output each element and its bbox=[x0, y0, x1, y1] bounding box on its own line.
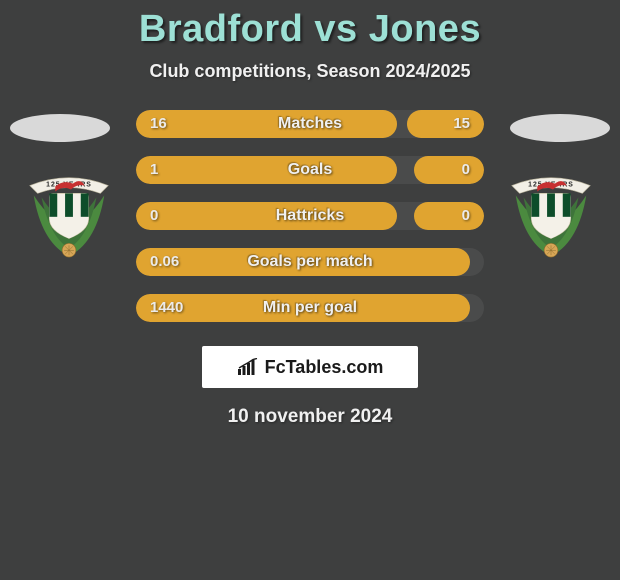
stat-row: Goals per match0.06 bbox=[136, 248, 484, 276]
stat-value-right: 15 bbox=[453, 110, 470, 138]
stat-value-left: 1 bbox=[150, 156, 158, 184]
stat-value-left: 0 bbox=[150, 202, 158, 230]
stat-value-right: 0 bbox=[462, 202, 470, 230]
stat-value-left: 1440 bbox=[150, 294, 183, 322]
comparison-section: 125 YEARS 125 YEARS Mat bbox=[0, 110, 620, 428]
stat-bars: Matches1615Goals10Hattricks00Goals per m… bbox=[136, 110, 484, 322]
stat-label: Hattricks bbox=[136, 202, 484, 230]
player-photo-placeholder-right bbox=[510, 114, 610, 142]
attribution-text: FcTables.com bbox=[265, 357, 384, 378]
subtitle: Club competitions, Season 2024/2025 bbox=[0, 61, 620, 82]
stat-value-left: 0.06 bbox=[150, 248, 179, 276]
page-title: Bradford vs Jones bbox=[0, 0, 620, 51]
player-photo-placeholder-left bbox=[10, 114, 110, 142]
stat-label: Matches bbox=[136, 110, 484, 138]
club-crest-right: 125 YEARS bbox=[502, 164, 600, 262]
stat-row: Min per goal1440 bbox=[136, 294, 484, 322]
stat-row: Matches16 15 bbox=[136, 110, 484, 138]
attribution-badge[interactable]: FcTables.com bbox=[202, 346, 418, 388]
club-crest-left: 125 YEARS bbox=[20, 164, 118, 262]
stat-label: Min per goal bbox=[136, 294, 484, 322]
stat-value-right: 0 bbox=[462, 156, 470, 184]
stat-value-left: 16 bbox=[150, 110, 167, 138]
stat-row: Goals1 0 bbox=[136, 156, 484, 184]
stat-label: Goals bbox=[136, 156, 484, 184]
stat-row: Hattricks0 0 bbox=[136, 202, 484, 230]
bar-chart-icon bbox=[237, 358, 259, 376]
stat-label: Goals per match bbox=[136, 248, 484, 276]
footer-date: 10 november 2024 bbox=[0, 406, 620, 428]
